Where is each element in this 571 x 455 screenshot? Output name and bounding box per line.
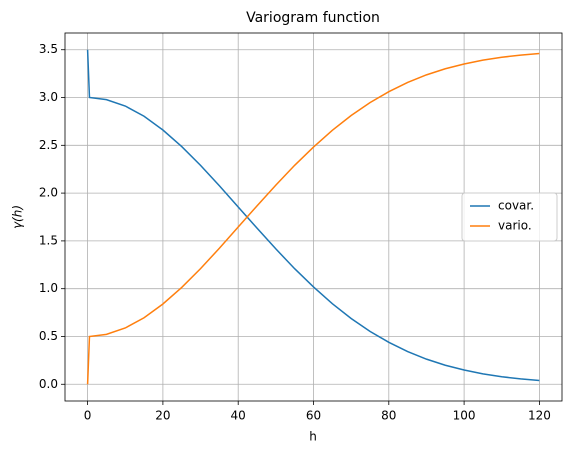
x-axis-label: h (309, 430, 317, 444)
axes-frame (64, 32, 563, 402)
legend-label: vario. (498, 219, 532, 233)
x-tick-label: 40 (231, 409, 246, 423)
x-tick-label: 120 (528, 409, 551, 423)
line-series (86, 49, 540, 382)
y-tick-label: 3.5 (39, 42, 58, 56)
line-series (86, 52, 540, 385)
x-tick-label: 100 (453, 409, 476, 423)
y-tick-label: 0.0 (39, 377, 58, 391)
x-tick-label: 0 (84, 409, 92, 423)
x-tick-label: 60 (306, 409, 321, 423)
legend: covar. vario. (461, 192, 558, 242)
x-tick-label: 20 (155, 409, 170, 423)
y-tick-label: 0.5 (39, 329, 58, 343)
y-tick-label: 2.0 (39, 186, 58, 200)
legend-label: covar. (498, 199, 534, 213)
y-tick-label: 2.5 (39, 138, 58, 152)
y-tick-label: 1.5 (39, 233, 58, 247)
x-tick-label: 80 (381, 409, 396, 423)
y-tick-label: 1.0 (39, 281, 58, 295)
y-axis-label: γ(h) (11, 205, 25, 229)
y-tick-label: 3.0 (39, 90, 58, 104)
chart-title: Variogram function (246, 10, 380, 26)
legend-box (461, 192, 558, 242)
